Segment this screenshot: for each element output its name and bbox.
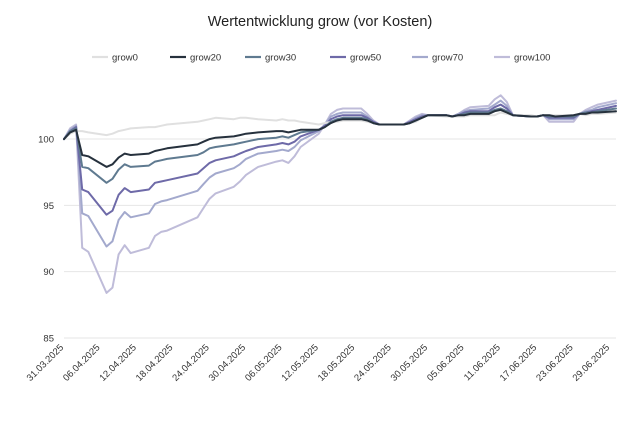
x-tick-label: 12.05.2025 <box>279 342 320 383</box>
chart-title: Wertentwicklung grow (vor Kosten) <box>208 14 433 30</box>
legend-label: grow100 <box>514 52 550 63</box>
x-tick-label: 18.04.2025 <box>134 342 175 383</box>
legend-label: grow0 <box>112 52 138 63</box>
x-tick-label: 30.05.2025 <box>389 342 430 383</box>
chart-series <box>63 94 617 294</box>
chart-legend: grow0 grow20 grow30 grow50 grow70 grow100 <box>92 52 550 63</box>
legend-label: grow50 <box>350 52 381 63</box>
y-tick-label: 90 <box>43 267 54 278</box>
legend-label: grow30 <box>265 52 296 63</box>
legend-label: grow70 <box>432 52 463 63</box>
x-tick-label: 18.05.2025 <box>316 342 357 383</box>
x-tick-label: 05.06.2025 <box>425 342 466 383</box>
series-line-grow100 <box>63 94 617 294</box>
x-tick-label: 06.05.2025 <box>243 342 284 383</box>
series-line-grow20 <box>63 108 617 168</box>
legend-label: grow20 <box>190 52 221 63</box>
x-tick-label: 31.03.2025 <box>25 342 66 383</box>
x-tick-label: 12.04.2025 <box>98 342 139 383</box>
y-tick-label: 95 <box>43 201 54 212</box>
x-tick-label: 06.04.2025 <box>61 342 102 383</box>
y-axis: 85 90 95 100 <box>38 135 54 345</box>
x-tick-label: 23.06.2025 <box>534 342 575 383</box>
x-tick-label: 24.04.2025 <box>170 342 211 383</box>
x-tick-label: 24.05.2025 <box>352 342 393 383</box>
chart-gridlines <box>64 138 616 339</box>
x-tick-label: 29.06.2025 <box>571 342 612 383</box>
y-tick-label: 85 <box>43 334 54 345</box>
x-axis: 31.03.202506.04.202512.04.202518.04.2025… <box>25 342 612 383</box>
series-line-grow70 <box>63 99 617 248</box>
x-tick-label: 17.06.2025 <box>498 342 539 383</box>
x-tick-label: 30.04.2025 <box>207 342 248 383</box>
y-tick-label: 100 <box>38 135 54 146</box>
x-tick-label: 11.06.2025 <box>462 342 503 383</box>
